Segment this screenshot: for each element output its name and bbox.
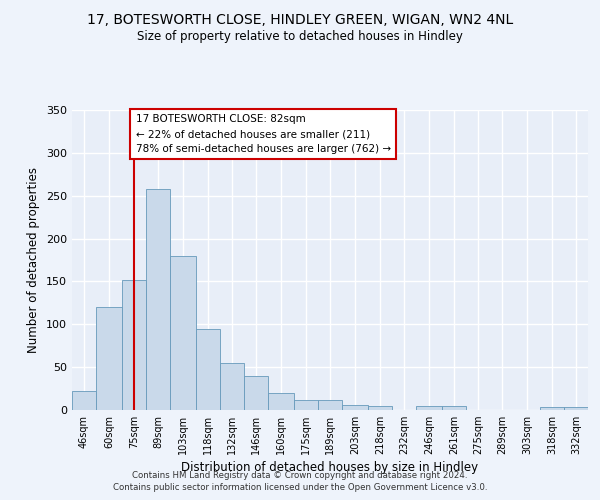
Y-axis label: Number of detached properties: Number of detached properties xyxy=(28,167,40,353)
X-axis label: Distribution of detached houses by size in Hindley: Distribution of detached houses by size … xyxy=(181,462,479,474)
Bar xyxy=(294,400,318,410)
Bar xyxy=(244,376,268,410)
Text: Contains HM Land Registry data © Crown copyright and database right 2024.
Contai: Contains HM Land Registry data © Crown c… xyxy=(113,471,487,492)
Bar xyxy=(170,256,196,410)
Bar xyxy=(220,363,244,410)
Bar xyxy=(442,406,466,410)
Bar xyxy=(122,280,146,410)
Bar xyxy=(564,408,588,410)
Bar xyxy=(368,406,392,410)
Bar xyxy=(196,328,220,410)
Bar xyxy=(342,405,368,410)
Bar xyxy=(416,406,442,410)
Bar xyxy=(97,307,122,410)
Text: 17 BOTESWORTH CLOSE: 82sqm
← 22% of detached houses are smaller (211)
78% of sem: 17 BOTESWORTH CLOSE: 82sqm ← 22% of deta… xyxy=(136,114,391,154)
Bar xyxy=(540,408,563,410)
Bar xyxy=(268,393,293,410)
Bar xyxy=(72,391,96,410)
Bar xyxy=(318,400,342,410)
Text: 17, BOTESWORTH CLOSE, HINDLEY GREEN, WIGAN, WN2 4NL: 17, BOTESWORTH CLOSE, HINDLEY GREEN, WIG… xyxy=(87,12,513,26)
Bar xyxy=(146,189,170,410)
Text: Size of property relative to detached houses in Hindley: Size of property relative to detached ho… xyxy=(137,30,463,43)
